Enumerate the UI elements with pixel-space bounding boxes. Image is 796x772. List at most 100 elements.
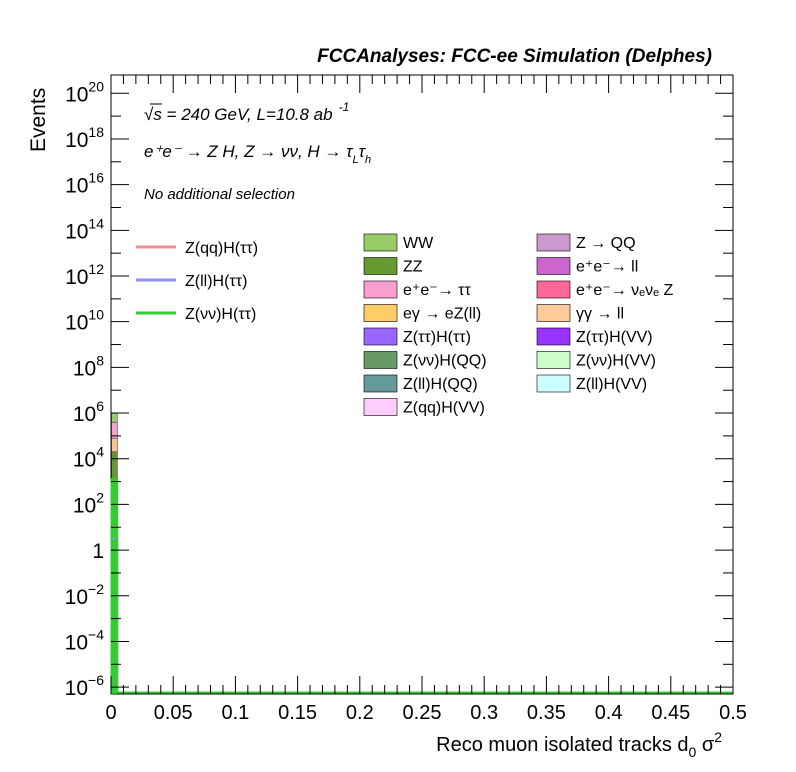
- y-tick-label: 1012: [65, 261, 104, 289]
- process-sub1: L: [353, 154, 359, 166]
- x-tick-label: 0.35: [527, 702, 566, 724]
- y-tick-base: 10: [65, 586, 88, 609]
- energy-text: √s = 240 GeV, L=10.8 ab: [144, 105, 333, 124]
- y-tick-exponent: 2: [96, 489, 104, 505]
- y-tick-label: 10−2: [65, 581, 105, 609]
- signal-line-Z(qq)H(ττ): [110, 526, 733, 694]
- y-tick-exponent: 16: [88, 170, 104, 186]
- legend-box-swatch: [536, 304, 571, 322]
- y-tick-base: 10: [73, 494, 96, 517]
- y-tick-base: 10: [65, 220, 88, 243]
- y-tick-label: 1018: [65, 124, 104, 152]
- x-label-sub: 0: [689, 744, 697, 760]
- y-tick-exponent: 20: [88, 78, 104, 94]
- legend-line-label: Z(νν)H(ττ): [185, 306, 256, 323]
- x-label-tail: σ: [696, 734, 715, 756]
- y-tick-base: 10: [65, 175, 88, 198]
- legend-box-label: Z(νν)H(QQ): [403, 353, 487, 370]
- y-tick-exponent: 12: [88, 261, 104, 277]
- chart-title: FCCAnalyses: FCC-ee Simulation (Delphes): [317, 46, 712, 67]
- legend-box-label: Z(qq)H(VV): [403, 400, 485, 417]
- legend-box-swatch: [536, 374, 571, 393]
- energy-sup: -1: [339, 100, 350, 114]
- y-tick-base: 10: [65, 129, 88, 152]
- process-tau2: τ: [359, 142, 367, 161]
- legend-box-swatch: [536, 327, 571, 346]
- legend-signals: Z(qq)H(ττ) Z(ll)H(ττ) Z(νν)H(ττ): [136, 240, 258, 323]
- legend-box-swatch: [363, 374, 398, 393]
- x-tick-label: 0.15: [278, 702, 317, 724]
- y-tick-base: 10: [65, 312, 88, 335]
- y-tick-label: 104: [73, 444, 104, 472]
- y-tick-base: 10: [65, 631, 88, 654]
- x-axis-label: Reco muon isolated tracks d0 σ2: [436, 729, 722, 760]
- legend-box-label: Z → QQ: [576, 235, 636, 252]
- y-tick-exponent: 18: [88, 124, 104, 140]
- y-tick-exponent: 4: [96, 444, 104, 460]
- y-tick-label: 10−4: [65, 626, 105, 654]
- legend-box-label: Z(ll)H(VV): [576, 376, 647, 393]
- x-tick-label: 0.5: [719, 702, 747, 724]
- y-tick-label: 106: [73, 398, 104, 426]
- x-label-main: Reco muon isolated tracks d: [436, 734, 688, 756]
- legend-box-swatch: [363, 304, 398, 322]
- x-tick-label: 0.3: [470, 702, 498, 724]
- y-axis: 10−610−410−21102104106108101010121014101…: [65, 78, 733, 700]
- y-tick-label: 1014: [65, 215, 104, 243]
- y-tick-base: 10: [65, 677, 88, 700]
- x-tick-label: 0: [105, 702, 116, 724]
- y-tick-exponent: 14: [88, 215, 104, 231]
- y-tick-label: 1: [92, 540, 104, 563]
- legend-box-swatch: [363, 398, 398, 416]
- legend-box-label: e⁺e⁻→ νₑνₑ Z: [576, 282, 673, 299]
- y-tick-base: 10: [65, 266, 88, 289]
- y-tick-label: 102: [73, 489, 104, 517]
- y-tick-exponent: −6: [88, 672, 104, 688]
- x-axis: 0 0.05 0.1 0.15 0.2 0.25 0.3 0.35 0.4 0.45 0.5: [105, 75, 747, 724]
- legend-box-label: e⁺e⁻→ ll: [576, 259, 638, 276]
- selection-annotation: No additional selection: [144, 186, 295, 203]
- legend-box-swatch: [363, 327, 398, 346]
- process-annotation: e⁺e⁻ → Z H, Z → νν, H → τLτh: [144, 142, 371, 166]
- legend-box-swatch: [536, 280, 571, 299]
- legend-box-label: γγ → ll: [576, 306, 624, 323]
- energy-annotation: √s = 240 GeV, L=10.8 ab -1: [144, 100, 349, 124]
- legend-box-swatch: [363, 351, 398, 369]
- legend-box-label: Z(ττ)H(VV): [576, 329, 653, 346]
- y-tick-exponent: −2: [88, 581, 104, 597]
- legend-box-label: WW: [403, 235, 434, 252]
- y-tick-label: 1020: [65, 78, 104, 106]
- legend-box-label: e⁺e⁻→ ττ: [403, 282, 471, 299]
- legend-box-swatch: [363, 280, 398, 299]
- signal-line-Z(ll)H(ττ): [110, 537, 733, 694]
- y-tick-base: 10: [73, 449, 96, 472]
- y-tick-label: 10−6: [65, 672, 105, 700]
- legend-box-label: Z(ττ)H(ττ): [403, 329, 471, 346]
- y-tick-label: 108: [73, 352, 104, 380]
- legend-box-swatch: [536, 257, 571, 275]
- signal-line-Z(νν)H(ττ): [110, 478, 733, 694]
- y-tick-exponent: −4: [88, 626, 104, 642]
- y-tick-exponent: 8: [96, 352, 104, 368]
- y-tick-base: 10: [73, 403, 96, 426]
- x-tick-label: 0.45: [651, 702, 690, 724]
- legend-box-label: Z(ll)H(QQ): [403, 376, 478, 393]
- x-label-sup: 2: [714, 729, 722, 745]
- legend-line-label: Z(ll)H(ττ): [185, 273, 247, 290]
- y-tick-exponent: 10: [88, 307, 104, 323]
- x-tick-label: 0.25: [403, 702, 442, 724]
- legend-line-label: Z(qq)H(ττ): [185, 240, 258, 257]
- x-tick-label: 0.05: [154, 702, 193, 724]
- x-tick-label: 0.2: [346, 702, 374, 724]
- legend-box-swatch: [536, 351, 571, 369]
- y-tick-base: 1: [92, 540, 104, 563]
- x-tick-label: 0.1: [221, 702, 249, 724]
- signal-lines: [110, 478, 733, 694]
- y-tick-base: 10: [73, 357, 96, 380]
- legend-box-swatch: [363, 233, 398, 252]
- legend-box-label: ZZ: [403, 259, 423, 276]
- legend-box-label: Z(νν)H(VV): [576, 353, 656, 370]
- y-axis-label: Events: [27, 88, 50, 152]
- x-tick-label: 0.4: [595, 702, 623, 724]
- process-sub2: h: [365, 154, 371, 166]
